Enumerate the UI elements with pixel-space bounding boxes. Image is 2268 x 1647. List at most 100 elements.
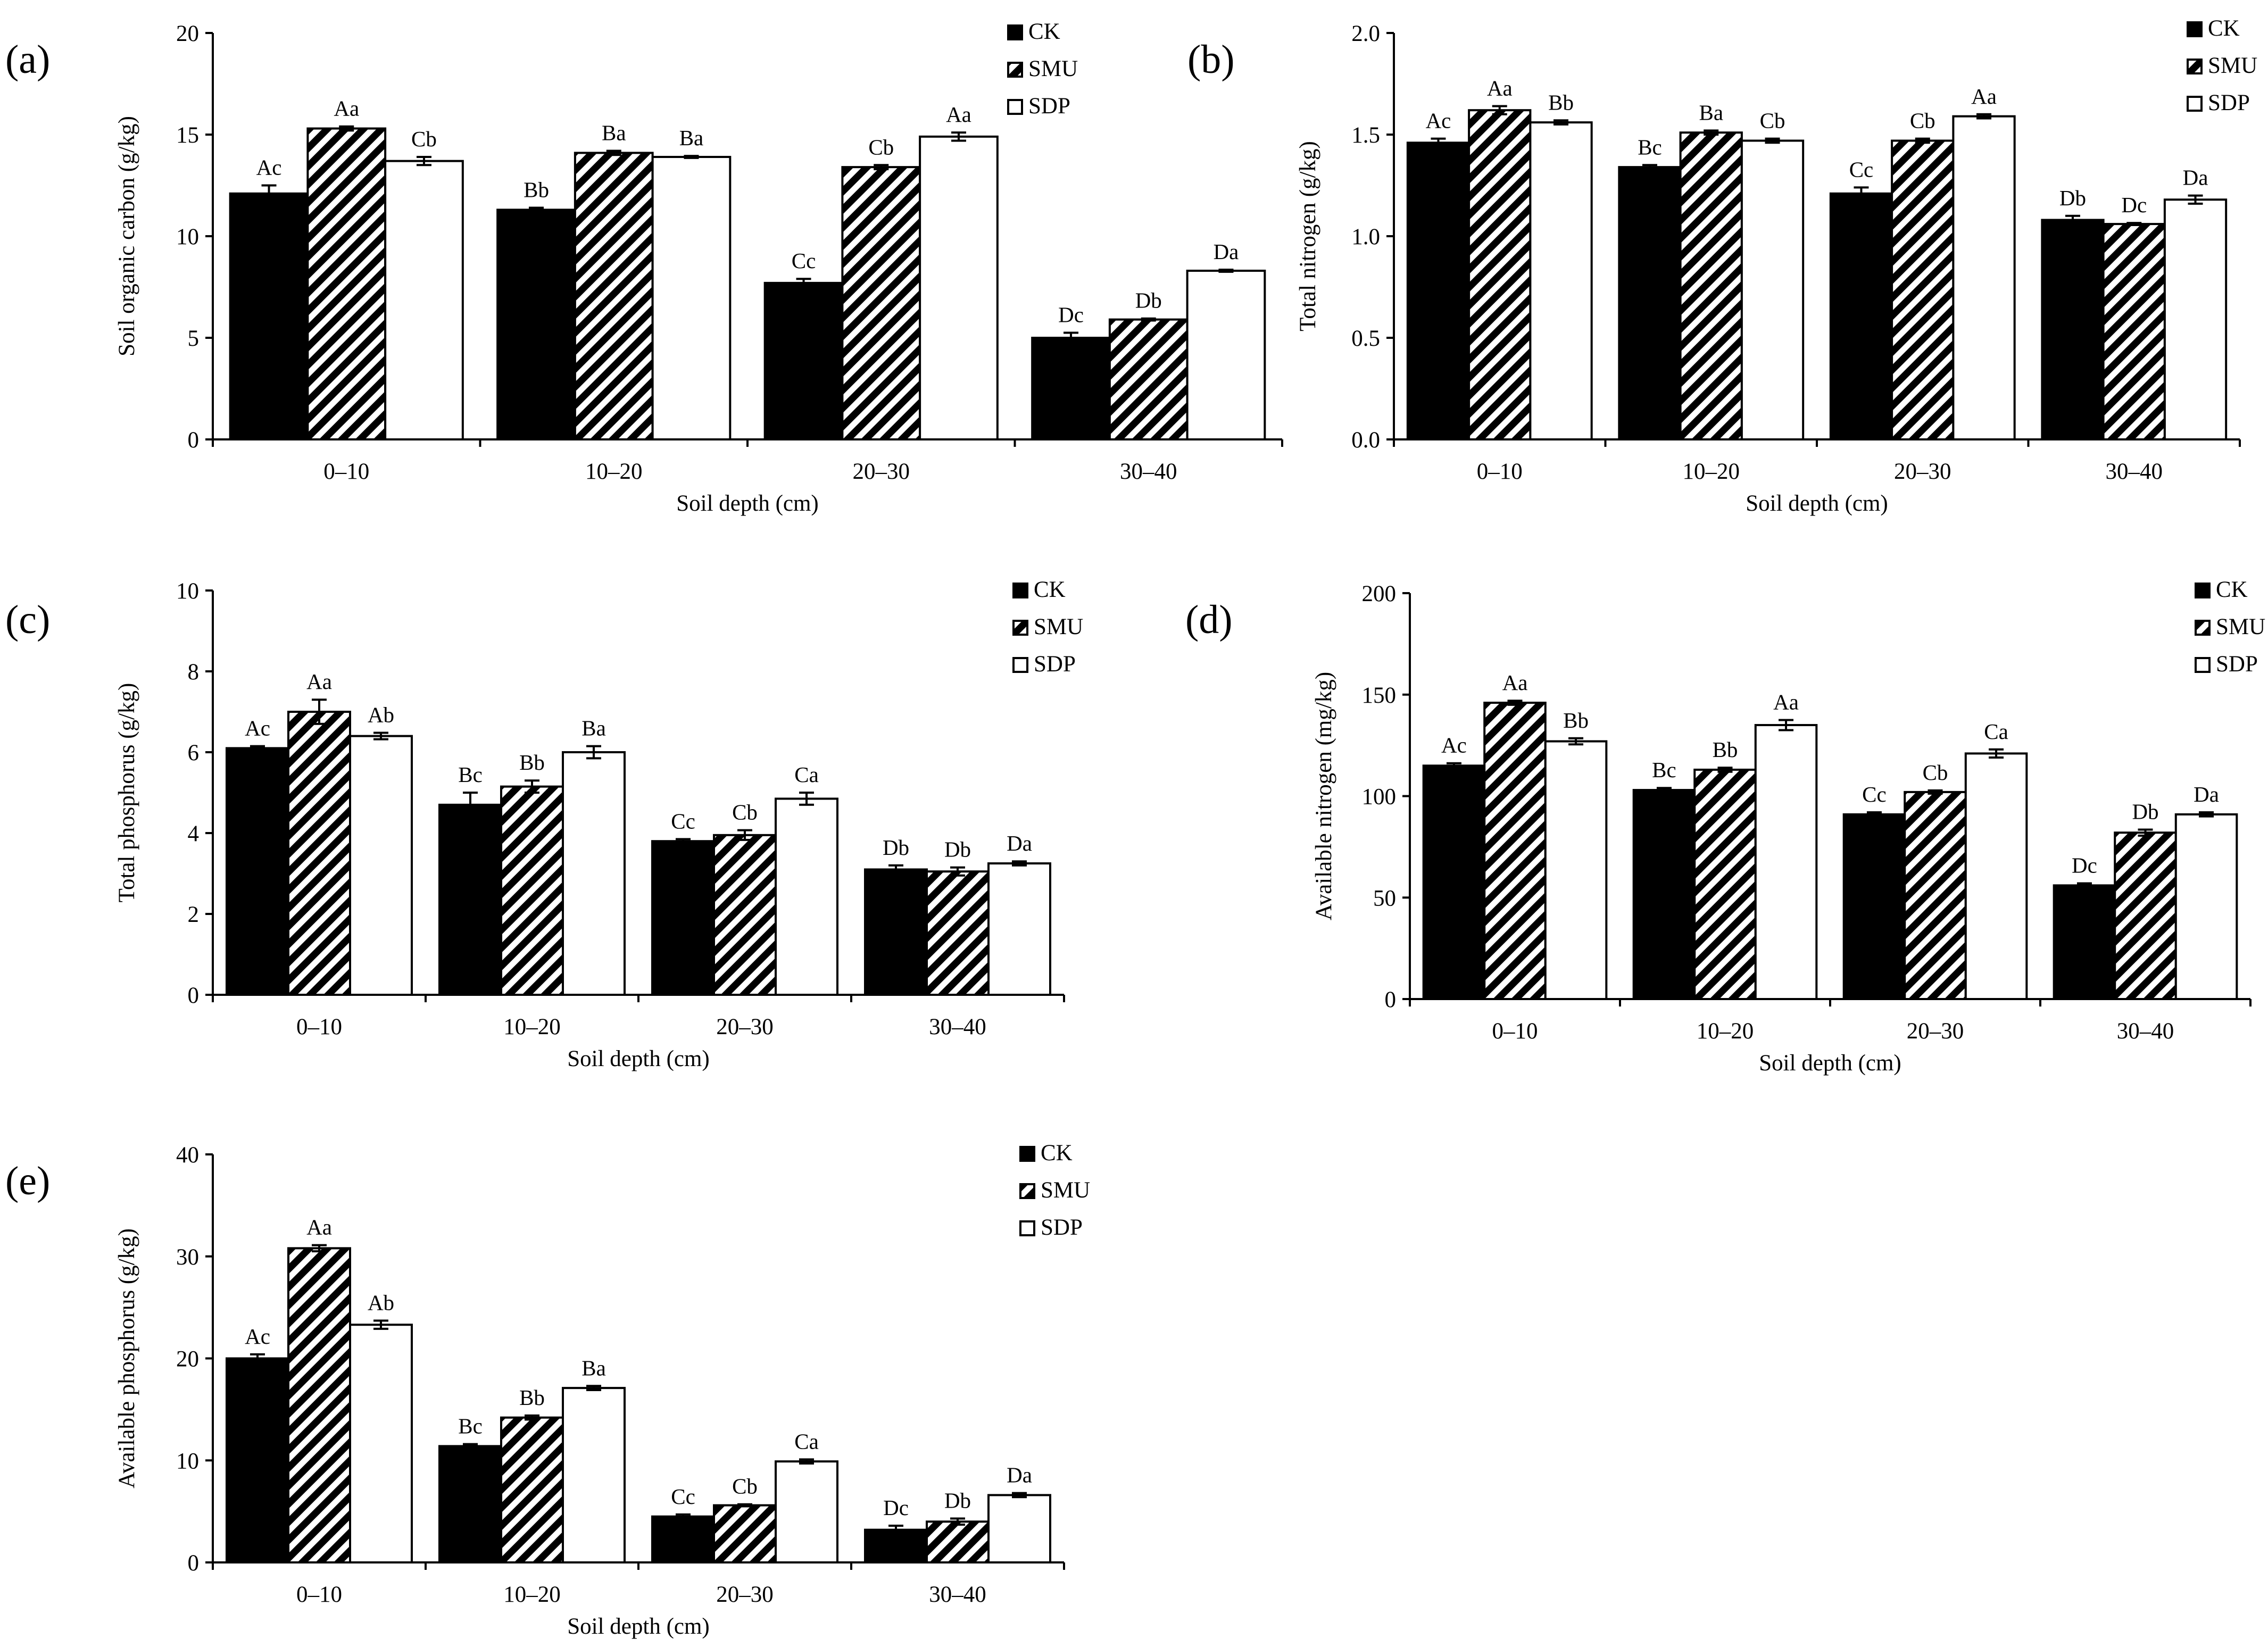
significance-label: Bb [524, 178, 549, 202]
legend-label: SMU [1041, 1178, 1090, 1203]
bar-smu [713, 834, 777, 996]
legend-swatch-ck [1019, 1146, 1035, 1162]
y-tick-label: 40 [176, 1143, 199, 1168]
x-tick-label: 20–30 [716, 1582, 774, 1607]
y-tick-label: 0 [188, 1551, 200, 1576]
bar-sdp [1964, 752, 2028, 1000]
bar-sdp [775, 1460, 838, 1563]
significance-label: Bb [1713, 737, 1738, 762]
bar-sdp [1740, 139, 1805, 440]
significance-label: Ac [256, 155, 282, 180]
legend-label: SMU [1034, 614, 1083, 639]
legend: CK SMU SDP [2187, 16, 2257, 115]
significance-label: Cb [1760, 109, 1785, 133]
bar-smu [1483, 702, 1547, 1000]
x-tick-label: 10–20 [1697, 1019, 1754, 1044]
significance-label: Cc [671, 809, 695, 833]
x-tick-label: 0–10 [1492, 1019, 1538, 1044]
significance-label: Aa [1773, 689, 1799, 714]
x-axis-title: Soil depth (cm) [1746, 491, 1888, 516]
bar-ck [2053, 884, 2116, 1000]
significance-label: Ba [1699, 100, 1723, 124]
x-tick-label: 0–10 [1477, 459, 1523, 484]
bar-sdp [349, 735, 413, 996]
bar-ck [1406, 142, 1471, 440]
significance-label: Cc [1862, 782, 1887, 806]
y-tick-label: 10 [176, 1449, 199, 1474]
significance-label: Da [1007, 1463, 1032, 1487]
x-tick-label: 20–30 [1907, 1019, 1964, 1044]
bar-smu [500, 785, 564, 996]
legend-label: CK [2208, 16, 2240, 41]
legend-label: CK [2216, 577, 2248, 602]
y-tick-label: 30 [176, 1245, 199, 1270]
bar-ck [229, 192, 309, 440]
significance-label: Db [1135, 288, 1162, 313]
x-tick-label: 20–30 [853, 459, 910, 484]
bar-smu [1108, 318, 1189, 440]
bar-ck [864, 868, 928, 996]
bar-sdp [1186, 269, 1266, 440]
y-tick-label: 6 [188, 741, 200, 766]
bar-ck [763, 281, 844, 440]
x-tick-label: 30–40 [1120, 459, 1177, 484]
x-tick-label: 20–30 [1894, 459, 1951, 484]
significance-label: Ac [1426, 109, 1451, 133]
legend-label: SDP [2208, 90, 2250, 115]
y-tick-label: 5 [188, 326, 200, 351]
bar-smu [926, 1520, 990, 1564]
y-tick-label: 0 [188, 983, 200, 1008]
legend-label: SDP [1041, 1215, 1083, 1240]
significance-label: Aa [946, 102, 971, 127]
y-axis-title: Available nitrogen (mg/kg) [1311, 672, 1336, 920]
significance-label: Db [2132, 799, 2158, 823]
significance-label: Da [2194, 782, 2219, 806]
bar-ck [1842, 813, 1906, 1000]
bar-ck [226, 1357, 289, 1563]
bar-ck [2041, 219, 2105, 440]
legend-swatch-sdp [1007, 99, 1023, 115]
y-axis-title: Total phosphorus (g/kg) [114, 683, 139, 903]
bar-sdp [1952, 115, 2016, 440]
legend-label: CK [1034, 577, 1066, 602]
legend-label: CK [1041, 1141, 1073, 1166]
x-tick-label: 30–40 [2106, 459, 2163, 484]
significance-label: Bb [519, 1385, 545, 1410]
significance-label: Cc [1849, 157, 1874, 181]
bar-ck [496, 209, 576, 440]
significance-label: Ab [368, 1291, 394, 1315]
x-tick-label: 30–40 [2117, 1019, 2174, 1044]
chart-panel-b: (b) 0.0 0.5 1.0 1.5 2.0 0–10 Ac Aa Bb 10–20 Bc Ba Cb 2… [1187, 16, 2257, 516]
significance-label: Cb [732, 800, 758, 825]
bar-smu [841, 166, 921, 440]
y-tick-label: 200 [1362, 581, 1397, 606]
panel-label: (d) [1185, 597, 1233, 642]
bar-smu [2102, 223, 2166, 440]
bar-ck [438, 1445, 502, 1564]
significance-label: Aa [1502, 670, 1528, 695]
bar-smu [713, 1504, 777, 1564]
significance-label: Da [1007, 831, 1032, 855]
x-tick-label: 0–10 [296, 1014, 342, 1039]
bar-smu [574, 152, 654, 440]
significance-label: Ac [245, 1324, 270, 1349]
significance-label: Db [944, 1488, 971, 1513]
bar-sdp [2174, 813, 2238, 1000]
legend-swatch-smu [1007, 62, 1023, 78]
x-axis-title: Soil depth (cm) [1759, 1051, 1901, 1076]
significance-label: Ba [581, 1355, 606, 1380]
significance-label: Bc [458, 762, 483, 787]
bar-ck [651, 840, 715, 996]
significance-label: Bb [519, 750, 545, 775]
y-axis-title: Available phosphorus (g/kg) [114, 1228, 139, 1488]
significance-label: Aa [1487, 76, 1513, 101]
chart-panel-c: (c) 0 2 4 6 8 10 0–10 Ac Aa Ab 10–20 Bc Bb Ba 20–30 Cc Cb… [5, 577, 1083, 1071]
legend-swatch-smu [2187, 59, 2203, 74]
panel-label: (a) [5, 37, 50, 82]
bar-sdp [562, 1387, 626, 1563]
bar-ck [1031, 337, 1111, 440]
y-tick-label: 10 [176, 579, 199, 604]
bar-smu [1693, 768, 1757, 1001]
x-tick-label: 0–10 [323, 459, 369, 484]
significance-label: Da [2183, 165, 2208, 190]
